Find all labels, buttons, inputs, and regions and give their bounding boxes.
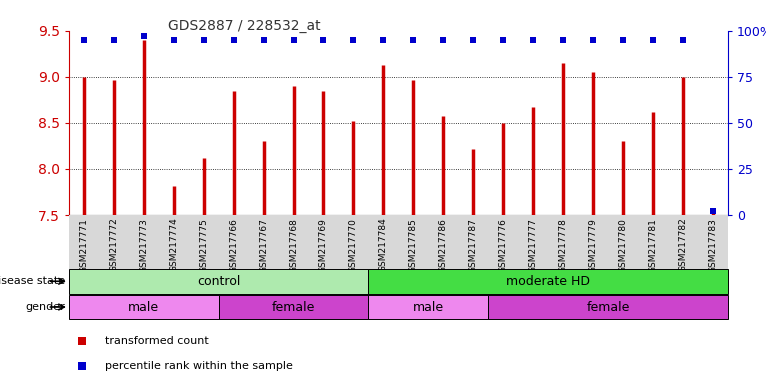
Text: male: male xyxy=(413,301,444,313)
Text: GSM217774: GSM217774 xyxy=(169,218,178,273)
Text: GSM217784: GSM217784 xyxy=(379,218,388,273)
Text: GSM217782: GSM217782 xyxy=(678,218,687,273)
Text: GSM217778: GSM217778 xyxy=(558,218,568,273)
Bar xyxy=(69,295,218,319)
Text: disease state: disease state xyxy=(0,276,65,286)
Text: female: female xyxy=(272,301,315,313)
Text: GSM217775: GSM217775 xyxy=(199,218,208,273)
Bar xyxy=(69,269,368,294)
Text: transformed count: transformed count xyxy=(105,336,209,346)
Bar xyxy=(368,295,488,319)
Text: GSM217767: GSM217767 xyxy=(259,218,268,273)
Text: GSM217781: GSM217781 xyxy=(648,218,657,273)
Text: female: female xyxy=(586,301,630,313)
Bar xyxy=(488,295,728,319)
Text: control: control xyxy=(197,275,241,288)
Text: GSM217773: GSM217773 xyxy=(139,218,149,273)
Text: GSM217786: GSM217786 xyxy=(439,218,448,273)
Text: GSM217783: GSM217783 xyxy=(709,218,717,273)
Text: GSM217768: GSM217768 xyxy=(289,218,298,273)
Text: GSM217772: GSM217772 xyxy=(110,218,119,273)
Text: GDS2887 / 228532_at: GDS2887 / 228532_at xyxy=(168,19,320,33)
Text: GSM217771: GSM217771 xyxy=(80,218,88,273)
Text: GSM217777: GSM217777 xyxy=(529,218,538,273)
Text: GSM217766: GSM217766 xyxy=(229,218,238,273)
Text: GSM217779: GSM217779 xyxy=(588,218,597,273)
Text: percentile rank within the sample: percentile rank within the sample xyxy=(105,361,293,371)
Bar xyxy=(218,295,368,319)
Text: GSM217770: GSM217770 xyxy=(349,218,358,273)
Text: GSM217776: GSM217776 xyxy=(499,218,508,273)
Text: GSM217787: GSM217787 xyxy=(469,218,478,273)
Text: gender: gender xyxy=(25,302,65,312)
Text: moderate HD: moderate HD xyxy=(506,275,590,288)
Text: GSM217780: GSM217780 xyxy=(618,218,627,273)
Text: GSM217769: GSM217769 xyxy=(319,218,328,273)
Text: male: male xyxy=(128,301,159,313)
Text: GSM217785: GSM217785 xyxy=(409,218,417,273)
Bar xyxy=(368,269,728,294)
